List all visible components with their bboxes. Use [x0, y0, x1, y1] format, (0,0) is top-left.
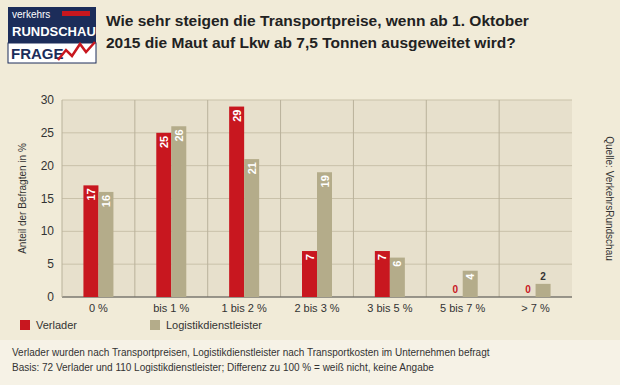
category-label: > 7 %: [521, 302, 550, 314]
bar: [448, 297, 463, 298]
tick-label: 30: [41, 93, 55, 107]
source: Quelle: VerkehrsRundschau: [604, 136, 615, 261]
tick-label: 0: [47, 290, 54, 304]
bar: [463, 271, 478, 297]
bar: [521, 297, 536, 298]
bar: [317, 172, 332, 297]
bar: [244, 159, 259, 297]
data-label: 19: [319, 175, 331, 187]
logo-icon: [58, 42, 95, 60]
logo-text: RUNDSCHAU: [12, 24, 96, 39]
bar: [229, 107, 244, 297]
grid-line: [62, 165, 572, 166]
category-label: bis 1 %: [153, 302, 189, 314]
data-label: 0: [452, 284, 458, 295]
tick-label: 15: [41, 192, 55, 206]
data-label: 4: [464, 273, 476, 280]
data-label: 16: [100, 195, 112, 207]
category-separator: [134, 100, 135, 297]
tick-label: 10: [41, 224, 55, 238]
bar: [375, 251, 390, 297]
y-axis: [62, 100, 63, 297]
data-label: 7: [304, 254, 316, 260]
legend-label: Logistikdienstleister: [166, 319, 262, 331]
legend: Verlader Logistikdienstleister: [20, 319, 262, 331]
category-label: 3 bis 5 %: [367, 302, 412, 314]
logo-box: [8, 43, 96, 63]
category-separator: [280, 100, 281, 297]
data-labels: 17 25 29 7 7 0 0 16 26 21 19 6 4 2: [85, 110, 546, 295]
category-separator: [207, 100, 208, 297]
data-label: 25: [158, 136, 170, 148]
legend-swatch: [20, 320, 30, 330]
logo-text: FRAGE: [11, 45, 64, 62]
data-label: 2: [540, 271, 546, 282]
category-separator: [426, 100, 427, 297]
category-label: 2 bis 3 %: [294, 302, 339, 314]
data-label: 6: [391, 261, 403, 267]
data-label: 26: [173, 129, 185, 141]
title: Wie sehr steigen die Transportpreise, we…: [106, 12, 529, 29]
category-label: 1 bis 2 %: [222, 302, 267, 314]
category-separator: [499, 100, 500, 297]
data-label: 7: [376, 254, 388, 260]
grid-line: [62, 132, 572, 133]
tick-label: 5: [47, 257, 54, 271]
legend-swatch: [150, 320, 160, 330]
footer-band: [0, 340, 620, 385]
data-label: 21: [246, 162, 258, 174]
bar: [171, 126, 186, 297]
category-label: 5 bis 7 %: [440, 302, 485, 314]
grid-line: [62, 100, 572, 101]
category-separator: [353, 100, 354, 297]
legend-label: Verlader: [36, 319, 77, 331]
tick-label: 25: [41, 126, 55, 140]
plot-area: [62, 100, 572, 297]
bar: [98, 192, 113, 297]
title: 2015 die Maut auf Lkw ab 7,5 Tonnen ausg…: [106, 34, 516, 51]
category-label: 0 %: [89, 302, 108, 314]
bar: [83, 185, 98, 297]
bar: [536, 284, 551, 297]
note: Verlader wurden nach Transportpreisen, L…: [12, 347, 490, 358]
logo: verkehrs RUNDSCHAU FRAGE: [8, 7, 96, 63]
bar: [390, 258, 405, 297]
logo-box: [8, 7, 96, 43]
chart: verkehrs RUNDSCHAU FRAGE Wie sehr steigen d…: [0, 0, 620, 385]
bar: [302, 251, 317, 297]
logo-text: verkehrs: [12, 9, 50, 20]
note: Basis: 72 Verlader und 110 Logistikdiens…: [12, 362, 434, 373]
data-label: 0: [525, 284, 531, 295]
background: [0, 0, 620, 385]
bar: [156, 133, 171, 297]
data-label: 29: [231, 110, 243, 122]
bars: [83, 107, 550, 297]
tick-label: 20: [41, 159, 55, 173]
axis-title: Anteil der Befragten in %: [17, 143, 28, 254]
data-label: 17: [85, 188, 97, 200]
logo-icon: [62, 11, 90, 16]
